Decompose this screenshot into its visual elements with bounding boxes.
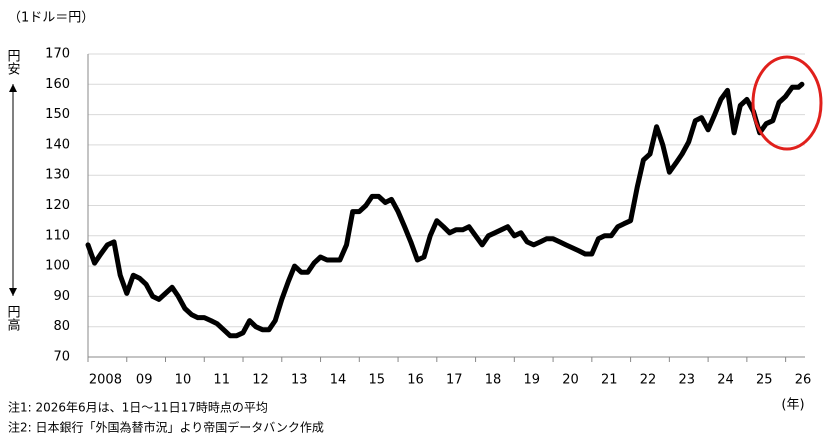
x-tick-label: 21 bbox=[601, 373, 618, 388]
down-label: 円高 bbox=[5, 305, 21, 331]
x-tick-label: 2008 bbox=[89, 373, 122, 388]
x-tick-label: 26 bbox=[795, 373, 812, 388]
x-tick-label: 10 bbox=[175, 373, 192, 388]
note: 注2: 日本銀行「外国為替市況」より帝国データバンク作成 bbox=[8, 420, 324, 435]
x-tick-label: 17 bbox=[446, 373, 463, 388]
y-tick-label: 170 bbox=[45, 47, 70, 62]
y-tick-label: 110 bbox=[45, 228, 70, 243]
y-tick-label: 130 bbox=[45, 168, 70, 183]
x-tick-label: 16 bbox=[407, 373, 424, 388]
y-tick-label: 70 bbox=[53, 350, 70, 365]
note: 注1: 2026年6月は、1日～11日17時時点の平均 bbox=[8, 400, 268, 415]
x-tick-label: 14 bbox=[330, 373, 347, 388]
y-tick-label: 100 bbox=[45, 259, 70, 274]
x-tick-label: 18 bbox=[485, 373, 502, 388]
line-series bbox=[85, 81, 805, 339]
y-tick-label: 160 bbox=[45, 77, 70, 92]
x-tick-label: 13 bbox=[291, 373, 308, 388]
x-tick-label: 11 bbox=[213, 373, 230, 388]
x-tick-label: 12 bbox=[252, 373, 269, 388]
up-label: 円安 bbox=[5, 49, 21, 75]
y-tick-label: 120 bbox=[45, 198, 70, 213]
x-tick-label: 20 bbox=[562, 373, 579, 388]
x-tick-label: 09 bbox=[136, 373, 153, 388]
x-tick-label: 19 bbox=[523, 373, 540, 388]
y-tick-label: 90 bbox=[53, 289, 70, 304]
x-tick-label: 24 bbox=[717, 373, 734, 388]
x-tick-label: 23 bbox=[679, 373, 696, 388]
y-tick-label: 80 bbox=[53, 319, 70, 334]
y-tick-label: 150 bbox=[45, 107, 70, 122]
x-tick-label: 25 bbox=[756, 373, 773, 388]
x-tick-label: 22 bbox=[640, 373, 657, 388]
x-unit: (年) bbox=[781, 398, 804, 413]
x-tick-label: 15 bbox=[368, 373, 385, 388]
unit-note: （1ドル＝円） bbox=[8, 11, 94, 26]
highlight-circle bbox=[751, 55, 823, 151]
y-tick-label: 140 bbox=[45, 137, 70, 152]
